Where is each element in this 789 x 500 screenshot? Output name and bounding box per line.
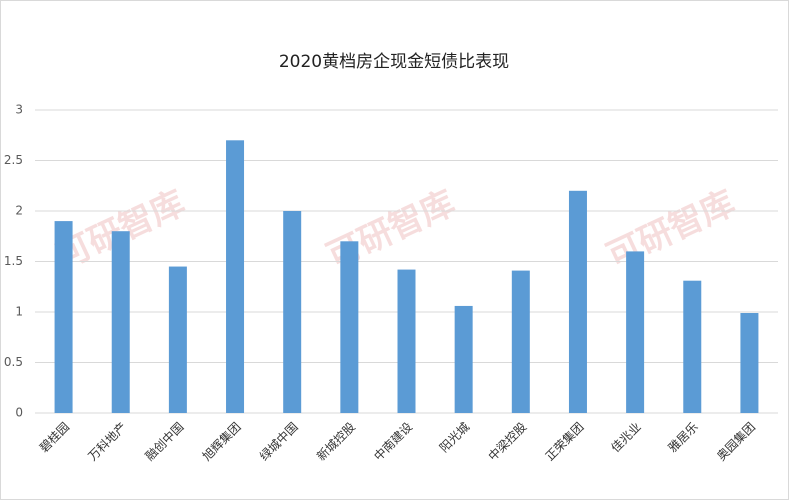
y-tick-label: 2.5 <box>4 153 23 167</box>
bar <box>111 231 130 413</box>
chart-title: 2020黄档房企现金短债比表现 <box>279 52 509 72</box>
bar <box>511 270 530 413</box>
bar <box>454 305 473 413</box>
bar <box>397 269 416 413</box>
y-tick-label: 0 <box>15 406 23 420</box>
bar <box>283 211 302 413</box>
bar <box>340 241 359 413</box>
bar <box>626 251 645 413</box>
bar <box>683 280 702 413</box>
y-tick-label: 1 <box>15 305 23 319</box>
bar <box>226 140 245 414</box>
bar <box>54 221 73 413</box>
bar <box>740 313 759 413</box>
y-tick-label: 1.5 <box>4 254 23 268</box>
bar <box>168 266 187 413</box>
bar <box>568 190 587 413</box>
y-tick-label: 3 <box>15 103 23 117</box>
y-tick-label: 0.5 <box>4 355 23 369</box>
y-tick-label: 2 <box>15 204 23 218</box>
